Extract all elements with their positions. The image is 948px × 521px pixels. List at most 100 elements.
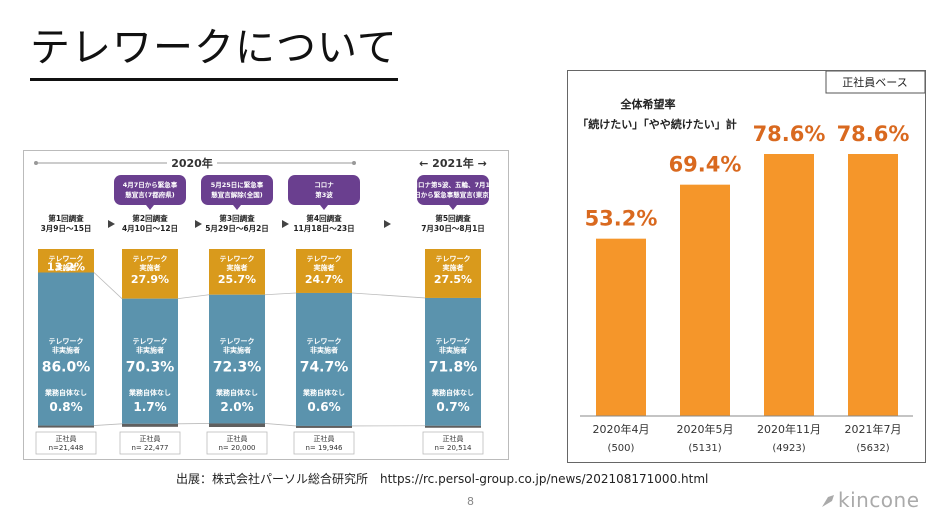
non-telework-label-line1: テレワーク (220, 336, 255, 345)
telework-status-chart: 2020年 ← 2021年 → 第1回調査 3月9日～15日 テレワーク 実施者 13.2%… (23, 150, 509, 460)
non-telework-label-line2: 非実施者 (310, 345, 338, 354)
arrow-icon (108, 220, 115, 228)
rate-bar (680, 184, 730, 416)
telework-label-line1: テレワーク (436, 254, 471, 263)
callout-text-line2: 態宣言解除(全国) (211, 190, 262, 199)
sample-size: (5131) (688, 443, 721, 454)
telework-value: 27.5% (434, 273, 472, 286)
connector-line (264, 423, 297, 427)
sample-label: 正社員 (314, 434, 335, 443)
callout-text-line2: 第3波 (315, 190, 333, 199)
callout-box (201, 175, 273, 205)
no-work-value: 0.6% (307, 400, 340, 414)
rate-value: 53.2% (585, 207, 658, 231)
telework-label-line1: テレワーク (49, 254, 84, 263)
non-telework-value: 86.0% (42, 359, 91, 375)
connector-line (177, 294, 210, 300)
survey-label: 第3回調査 (219, 213, 255, 223)
rate-value: 69.4% (669, 153, 742, 177)
sample-size-box (293, 431, 355, 455)
callout-text-line1: 4月7日から緊急事 (123, 180, 178, 189)
callout-pointer (233, 205, 241, 210)
survey-label: 第4回調査 (306, 213, 342, 223)
non-telework-label-line2: 非実施者 (223, 345, 251, 354)
survey-date: 7月30日～8月1日 (421, 224, 485, 233)
chart-subtitle: 「続けたい」「やや続けたい」計 (577, 117, 737, 131)
sample-label: 正社員 (140, 434, 161, 443)
continuation-rate-chart: 正社員ベース全体希望率「続けたい」「やや続けたい」計 53.2% 2020年4月 (5… (567, 70, 926, 463)
rate-value: 78.6% (753, 122, 826, 146)
brand-name: kincone (838, 488, 920, 512)
sample-label: 正社員 (227, 434, 248, 443)
no-work-label: 業務自体なし (215, 388, 258, 397)
telework-segment (122, 249, 178, 299)
callout-box (417, 175, 489, 205)
non-telework-value: 70.3% (126, 359, 175, 375)
arrow-icon (384, 220, 391, 228)
telework-value: 13.2% (47, 260, 85, 273)
no-work-segment (122, 423, 178, 427)
callout-text-line1: 5月25日に緊急事 (211, 180, 264, 189)
telework-status-svg: 2020年 ← 2021年 →第1回調査3月9日～15日テレワーク実施者13.2%… (34, 156, 495, 455)
arrow-icon (195, 220, 202, 228)
no-work-label: 業務自体なし (302, 388, 345, 397)
connector-line (264, 292, 297, 296)
sample-size-box (206, 431, 268, 455)
non-telework-label-line1: テレワーク (436, 336, 471, 345)
brand-logo: kincone (820, 488, 920, 512)
no-work-label: 業務自体なし (44, 388, 87, 397)
sample-size: n=21,448 (49, 444, 84, 452)
callout-box (288, 175, 360, 205)
sample-size: (500) (608, 443, 635, 454)
non-telework-label-line1: テレワーク (133, 336, 168, 345)
year-2020-dot-right (352, 161, 356, 165)
period-label: 2020年4月 (593, 422, 650, 436)
slide-title: テレワークについて (30, 20, 398, 81)
non-telework-value: 72.3% (213, 359, 262, 375)
survey-date: 4月10日～12日 (122, 224, 178, 233)
callout-pointer (320, 205, 328, 210)
survey-date: 11月18日～23日 (293, 224, 354, 233)
sample-size: n= 20,000 (218, 444, 255, 452)
connector-line (93, 423, 123, 426)
sample-size-box (35, 431, 97, 455)
year-2020-dot-left (34, 161, 38, 165)
rate-value: 78.6% (837, 122, 910, 146)
sample-label: 正社員 (443, 434, 464, 443)
survey-date: 3月9日～15日 (41, 224, 92, 233)
non-telework-segment (38, 272, 94, 426)
telework-segment (296, 249, 352, 293)
non-telework-label-line2: 非実施者 (136, 345, 164, 354)
source-citation: 出展：株式会社パーソル総合研究所 https://rc.persol-group… (176, 472, 709, 486)
period-label: 2020年11月 (757, 422, 821, 436)
telework-label-line2: 実施者 (443, 263, 464, 272)
non-telework-label-line1: テレワーク (49, 336, 84, 345)
no-work-segment (209, 423, 265, 427)
telework-segment (209, 249, 265, 295)
no-work-label: 業務自体なし (128, 388, 171, 397)
telework-label-line2: 実施者 (314, 263, 335, 272)
chart-title: 全体希望率 (620, 97, 676, 111)
callout-text-line1: コロナ第5波、五輪、7月12 (411, 180, 494, 189)
period-label: 2020年5月 (677, 422, 734, 436)
sample-size: n= 22,477 (131, 444, 168, 452)
callout-pointer (449, 205, 457, 210)
non-telework-segment (296, 292, 352, 426)
base-badge: 正社員ベース (842, 75, 907, 89)
callout-text-line1: コロナ (314, 181, 334, 189)
year-2021-label: ← 2021年 → (419, 156, 487, 170)
non-telework-label-line1: テレワーク (307, 336, 342, 345)
non-telework-segment (425, 297, 481, 426)
telework-label-line2: 実施者 (227, 263, 248, 272)
no-work-value: 1.7% (133, 400, 166, 414)
no-work-segment (38, 425, 94, 428)
period-label: 2021年7月 (845, 422, 902, 436)
telework-segment (38, 249, 94, 273)
sample-size: n= 19,946 (305, 444, 343, 452)
telework-value: 27.9% (131, 273, 169, 286)
survey-label: 第2回調査 (132, 213, 168, 223)
telework-label-line1: テレワーク (307, 254, 342, 263)
connector-line (93, 272, 123, 299)
